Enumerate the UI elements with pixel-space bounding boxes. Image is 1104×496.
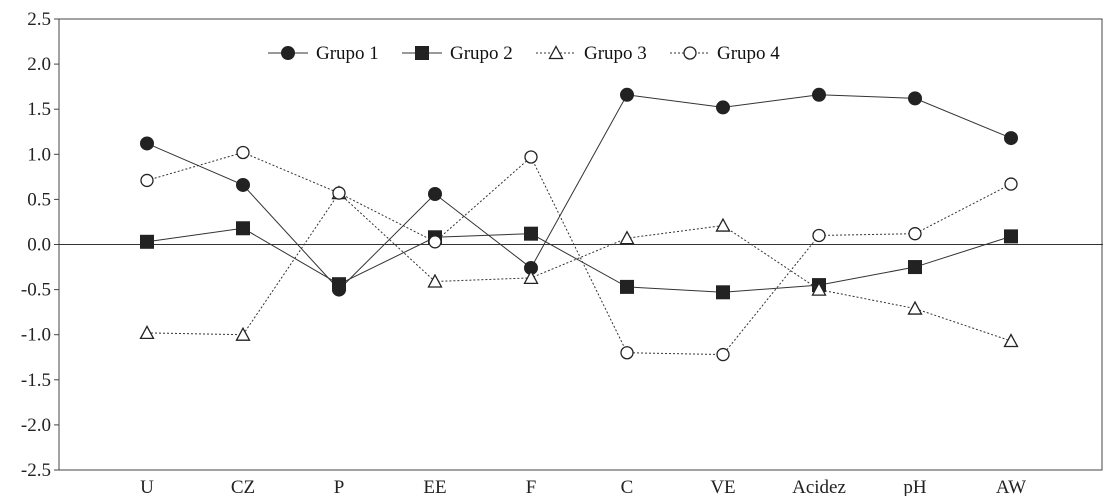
data-point — [619, 230, 635, 245]
series-line — [146, 192, 1012, 342]
y-tick-label: 2.0 — [27, 54, 51, 75]
x-axis-ticks: U CZ P EE F C VE Acidez pH AW — [140, 477, 1026, 496]
series-line — [146, 94, 1012, 291]
data-point — [620, 279, 634, 294]
y-tick-label: 1.0 — [27, 144, 51, 165]
x-tick-label: VE — [710, 477, 735, 496]
series-4 — [140, 145, 1018, 362]
data-point — [812, 228, 826, 243]
legend-marker — [281, 46, 295, 60]
data-point — [524, 226, 538, 241]
legend-marker — [548, 45, 564, 60]
legend-item-2: Grupo 2 — [402, 43, 513, 64]
data-point — [812, 87, 826, 102]
data-point — [140, 136, 154, 151]
data-point — [908, 227, 922, 241]
legend-label: Grupo 2 — [450, 43, 513, 64]
y-tick-label: -0.5 — [21, 280, 51, 301]
data-point — [332, 277, 346, 292]
series-line — [146, 151, 1012, 356]
data-point — [1004, 177, 1018, 191]
data-point — [236, 177, 250, 192]
data-point — [908, 91, 922, 106]
x-tick-label: F — [526, 477, 537, 496]
data-point — [236, 145, 250, 160]
data-point — [524, 150, 538, 164]
data-point — [236, 221, 250, 236]
legend-marker — [683, 46, 697, 60]
y-tick-label: -2.5 — [21, 460, 51, 481]
data-point — [715, 217, 731, 232]
y-tick-label: 0.5 — [27, 189, 51, 210]
legend-marker — [415, 46, 429, 60]
data-point — [235, 326, 251, 341]
data-point — [428, 235, 442, 249]
y-tick-label: 2.5 — [27, 9, 51, 30]
data-point — [620, 346, 634, 360]
y-axis-ticks: 2.5 2.0 1.5 1.0 0.5 0.0 -0.5 -1.0 -1.5 -2.0 -2.5 — [21, 9, 59, 481]
legend: Grupo 1 Grupo 2 Grupo 3 Grupo 4 — [268, 43, 780, 64]
y-tick-label: 0.0 — [27, 235, 51, 256]
data-point — [1004, 131, 1018, 146]
data-point — [140, 234, 154, 249]
data-point — [811, 281, 827, 296]
x-tick-label: EE — [423, 477, 446, 496]
data-point — [428, 186, 442, 201]
y-tick-label: -1.0 — [21, 325, 51, 346]
y-tick-label: -2.0 — [21, 415, 51, 436]
x-tick-label: pH — [903, 477, 927, 496]
legend-label: Grupo 3 — [584, 43, 647, 64]
series-layer — [139, 87, 1019, 362]
data-point — [140, 173, 154, 188]
legend-item-3: Grupo 3 — [536, 43, 647, 64]
data-point — [908, 260, 922, 275]
legend-item-4: Grupo 4 — [670, 43, 780, 64]
data-point — [716, 285, 730, 300]
x-tick-label: U — [140, 477, 154, 496]
x-tick-label: CZ — [231, 477, 255, 496]
series-line — [146, 227, 1012, 293]
legend-label: Grupo 4 — [717, 43, 780, 64]
legend-item-1: Grupo 1 — [268, 43, 379, 64]
data-point — [716, 100, 730, 115]
legend-label: Grupo 1 — [316, 43, 379, 64]
axes — [58, 18, 1103, 471]
x-tick-label: C — [621, 477, 634, 496]
x-tick-label: P — [334, 477, 345, 496]
y-tick-label: 1.5 — [27, 99, 51, 120]
series-3 — [139, 185, 1019, 348]
data-point — [139, 325, 155, 340]
data-point — [427, 273, 443, 288]
data-point — [1004, 229, 1018, 244]
data-point — [907, 300, 923, 315]
data-point — [1003, 333, 1019, 348]
data-point — [332, 186, 346, 200]
x-tick-label: AW — [996, 477, 1026, 496]
series-1 — [140, 87, 1018, 297]
data-point — [620, 87, 634, 102]
y-tick-label: -1.5 — [21, 370, 51, 391]
data-point — [716, 347, 730, 362]
x-tick-label: Acidez — [792, 477, 846, 496]
data-point — [523, 270, 539, 285]
series-2 — [140, 221, 1018, 300]
